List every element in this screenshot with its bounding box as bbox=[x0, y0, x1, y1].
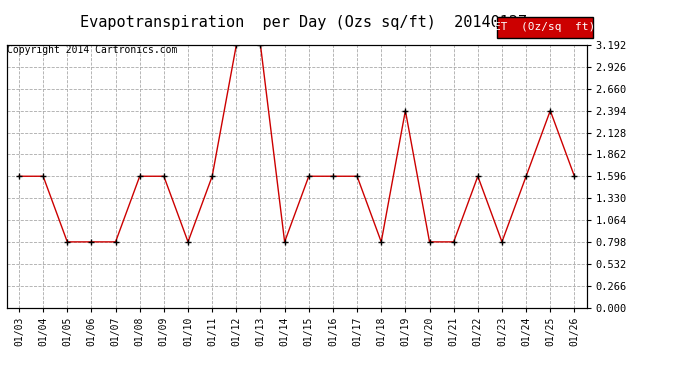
Text: ET  (0z/sq  ft): ET (0z/sq ft) bbox=[495, 22, 595, 32]
Text: Evapotranspiration  per Day (Ozs sq/ft)  20140127: Evapotranspiration per Day (Ozs sq/ft) 2… bbox=[80, 15, 527, 30]
Text: Copyright 2014 Cartronics.com: Copyright 2014 Cartronics.com bbox=[7, 45, 177, 55]
